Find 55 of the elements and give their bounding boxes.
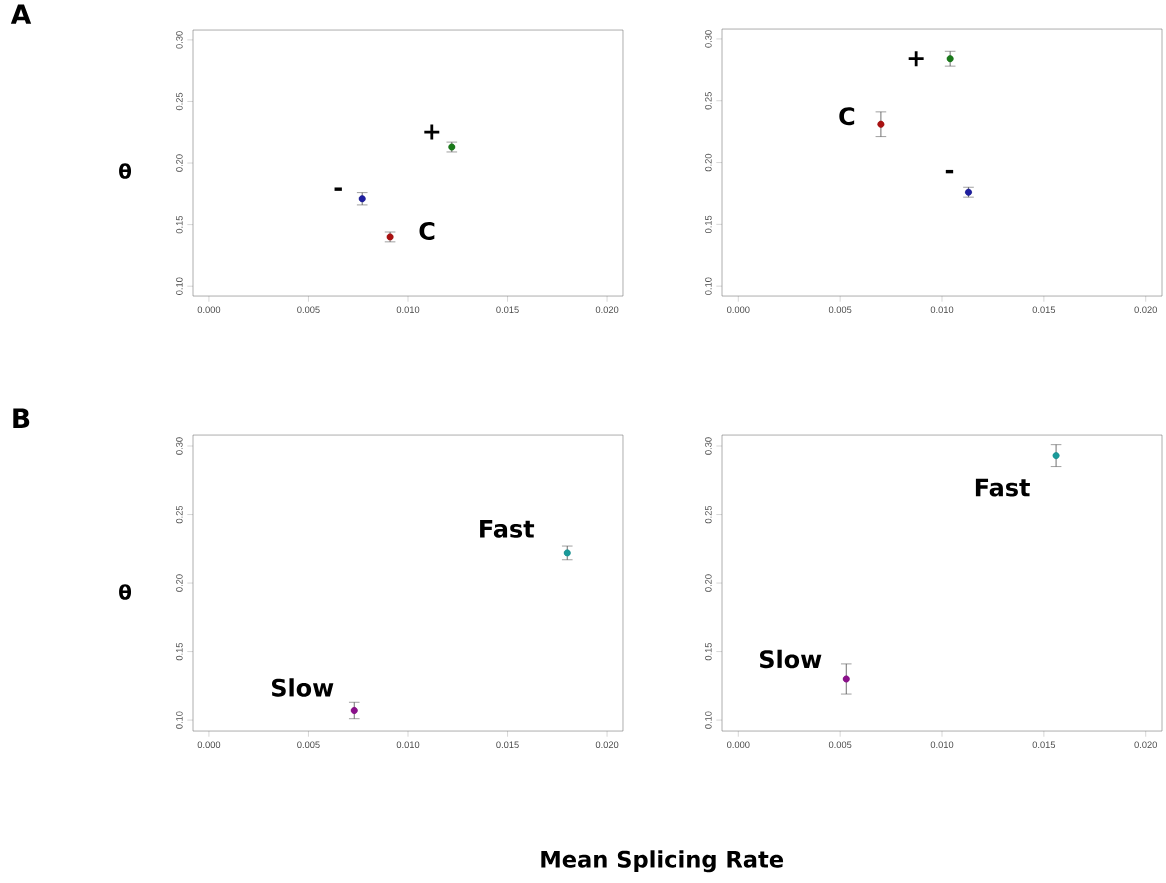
y-tick-label: 0.25 xyxy=(705,505,712,524)
y-tick-label: 0.10 xyxy=(705,277,712,295)
x-tick-label: 0.010 xyxy=(930,741,954,748)
y-tick-label: 0.30 xyxy=(176,31,183,49)
x-tick-label: 0.010 xyxy=(930,306,954,313)
y-tick-label: 0.10 xyxy=(705,711,712,729)
x-tick-label: 0.005 xyxy=(297,741,320,748)
y-tick-label: 0.25 xyxy=(705,92,712,110)
x-tick-label: 0.015 xyxy=(1032,741,1056,748)
series-label: Fast xyxy=(975,478,1030,497)
y-tick-label: 0.25 xyxy=(176,505,183,524)
series-label: + xyxy=(424,124,440,140)
series-label: - xyxy=(945,169,954,174)
y-axis-title: θ xyxy=(119,584,132,600)
x-tick-label: 0.000 xyxy=(197,741,221,748)
chart-title: A xyxy=(10,4,32,24)
y-tick-label: 0.15 xyxy=(176,215,183,234)
y-tick-label: 0.20 xyxy=(176,154,183,172)
x-tick-label: 0.005 xyxy=(828,306,852,313)
x-tick-label: 0.015 xyxy=(496,741,519,748)
y-tick-label: 0.10 xyxy=(176,277,183,295)
y-tick-label: 0.10 xyxy=(176,711,183,729)
x-tick-label: 0.010 xyxy=(396,306,420,313)
series-label: Slow xyxy=(760,649,822,669)
x-tick-label: 0.000 xyxy=(727,741,750,748)
x-tick-label: 0.015 xyxy=(1032,306,1056,313)
x-tick-label: 0.015 xyxy=(496,306,519,313)
y-axis-title: θ xyxy=(119,163,132,179)
x-tick-label: 0.020 xyxy=(1134,741,1157,748)
series-label: Slow xyxy=(271,678,334,697)
y-tick-label: 0.30 xyxy=(705,437,712,455)
x-tick-label: 0.020 xyxy=(595,741,619,748)
y-tick-label: 0.15 xyxy=(705,642,712,661)
x-axis-title: Mean Splicing Rate xyxy=(541,850,784,873)
x-tick-label: 0.020 xyxy=(1134,306,1157,313)
chart-title: B xyxy=(13,408,30,428)
y-tick-label: 0.20 xyxy=(176,574,183,592)
x-tick-label: 0.020 xyxy=(595,306,619,313)
x-tick-label: 0.005 xyxy=(828,741,852,748)
y-tick-label: 0.20 xyxy=(705,153,712,172)
x-tick-label: 0.000 xyxy=(197,306,221,313)
series-label: C xyxy=(419,221,435,240)
series-label: - xyxy=(334,187,342,191)
y-tick-label: 0.15 xyxy=(705,215,712,234)
series-label: Fast xyxy=(480,520,535,538)
x-tick-label: 0.000 xyxy=(727,306,750,313)
x-tick-label: 0.005 xyxy=(297,306,320,313)
series-label: + xyxy=(908,51,924,67)
y-tick-label: 0.15 xyxy=(176,642,183,661)
y-tick-label: 0.20 xyxy=(705,574,712,592)
y-tick-label: 0.25 xyxy=(176,92,183,111)
x-tick-label: 0.010 xyxy=(396,741,420,748)
y-tick-label: 0.30 xyxy=(705,30,712,48)
y-tick-label: 0.30 xyxy=(176,437,183,455)
series-label: C xyxy=(839,107,855,126)
